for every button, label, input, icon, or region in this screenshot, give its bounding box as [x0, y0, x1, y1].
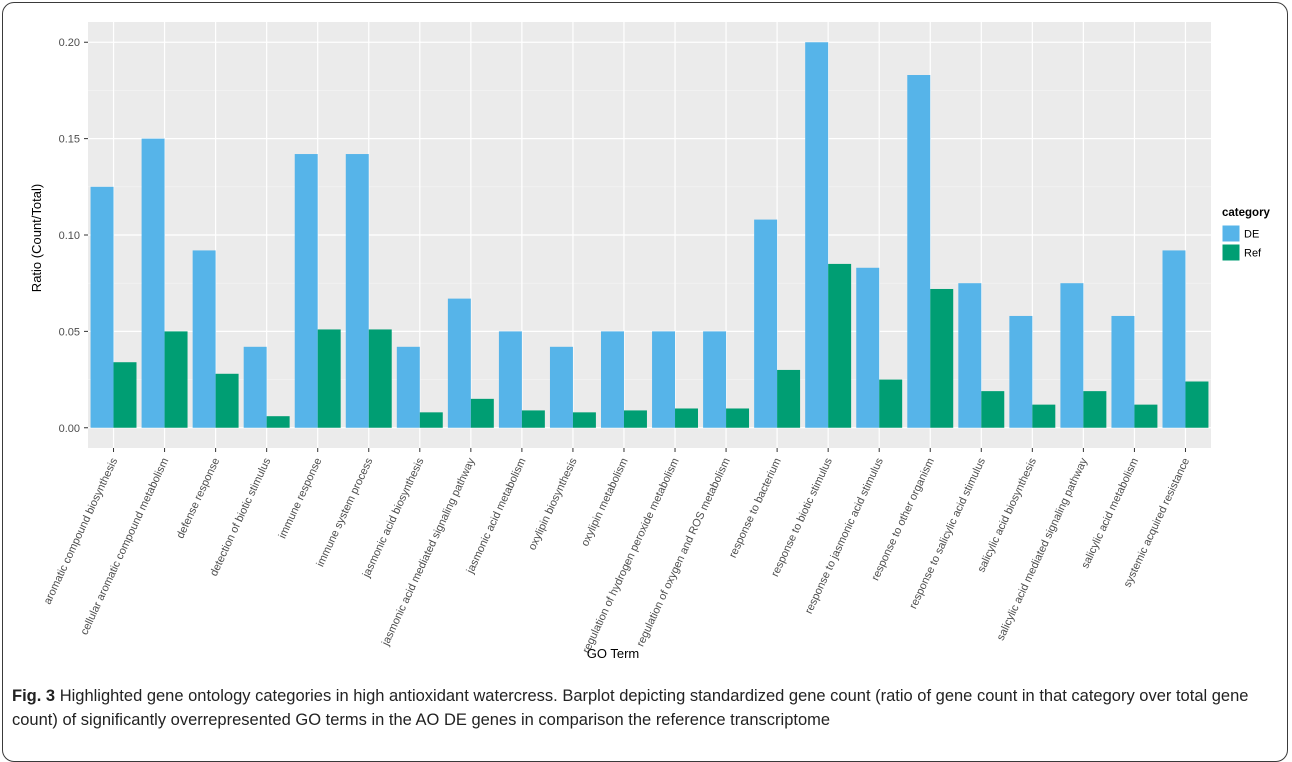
y-tick-label: 0.10 — [59, 230, 80, 242]
x-tick-label: defense response — [174, 456, 222, 540]
bar-de — [294, 154, 318, 428]
x-tick-label: oxylipin biosynthesis — [526, 456, 579, 552]
legend-swatch-ref — [1221, 243, 1241, 262]
x-tick-label: oxylipin metabolism — [579, 456, 630, 548]
legend-title: category — [1222, 207, 1271, 219]
x-tick-label: response to biotic stimulus — [769, 456, 835, 579]
legend-label-de: DE — [1244, 229, 1259, 241]
bar-de — [141, 138, 165, 428]
x-tick-label: immune response — [277, 456, 325, 540]
bar-de — [703, 331, 727, 428]
bar-ref — [828, 263, 852, 428]
bar-ref — [1134, 404, 1158, 428]
bar-chart: 0.00 0.05 0.10 0.15 0.20 aromatic compound b… — [29, 22, 1271, 661]
legend: category DE Ref — [1221, 207, 1271, 262]
bar-ref — [470, 398, 494, 428]
bar-de — [1060, 283, 1084, 428]
y-tick-label: 0.00 — [59, 423, 80, 435]
bar-ref — [164, 331, 188, 428]
bar-ref — [623, 410, 647, 428]
bar-ref — [317, 329, 341, 428]
caption-label: Fig. 3 — [12, 687, 56, 705]
y-tick-label: 0.20 — [59, 37, 80, 49]
x-tick-label: jasmonic acid metabolism — [464, 456, 529, 576]
bar-de — [1009, 315, 1033, 428]
x-tick-label: regulation of oxygen and ROS metabolism — [635, 456, 733, 648]
x-tick-label: immune system process — [314, 456, 375, 569]
bar-ref — [419, 412, 443, 428]
bar-ref — [1185, 381, 1209, 428]
bar-de — [1111, 315, 1135, 428]
bars — [90, 42, 1209, 428]
bar-ref — [930, 288, 954, 428]
bar-de — [498, 331, 522, 428]
x-tick-label: cellular aromatic compound metabolism — [79, 456, 172, 637]
bar-de — [345, 154, 369, 428]
bar-de — [396, 346, 420, 428]
bar-de — [601, 331, 624, 428]
bar-ref — [1032, 404, 1056, 428]
bar-ref — [368, 329, 392, 428]
bar-ref — [215, 373, 239, 428]
x-tick-label: jasmonic acid mediated signaling pathway — [379, 456, 477, 649]
y-axis-title: Ratio (Count/Total) — [29, 184, 44, 292]
bar-de — [192, 250, 216, 428]
x-tick-label: salicylic acid metabolism — [1079, 456, 1141, 570]
bar-de — [447, 298, 471, 428]
bar-ref — [521, 410, 545, 428]
bar-ref — [1083, 391, 1107, 428]
legend-label-ref: Ref — [1244, 248, 1262, 260]
y-axis: 0.00 0.05 0.10 0.15 0.20 — [59, 37, 88, 435]
bar-de — [652, 331, 676, 428]
bar-de — [549, 346, 573, 428]
bar-de — [90, 186, 114, 428]
bar-ref — [266, 416, 290, 428]
bar-de — [754, 219, 778, 428]
bar-de — [907, 75, 931, 428]
bar-ref — [726, 408, 750, 428]
bar-de — [1162, 250, 1186, 428]
bar-ref — [981, 391, 1005, 428]
x-tick-label: salicylic acid biosynthesis — [975, 456, 1039, 575]
bar-ref — [777, 369, 801, 428]
y-tick-label: 0.15 — [59, 134, 80, 146]
x-tick-label: response to bacterium — [727, 456, 784, 560]
x-tick-label: regulation of hydrogen peroxide metaboli… — [580, 456, 681, 655]
x-tick-label: salicylic acid mediated signaling pathwa… — [995, 456, 1091, 643]
bar-ref — [572, 412, 596, 428]
x-tick-label: detection of biotic stimulus — [208, 456, 274, 578]
x-axis-title: GO Term — [587, 646, 640, 661]
legend-swatch-de — [1221, 224, 1241, 243]
bar-ref — [879, 379, 903, 428]
bar-de — [805, 42, 829, 428]
bar-de — [856, 267, 880, 428]
bar-ref — [113, 362, 137, 428]
caption-text: Highlighted gene ontology categories in … — [12, 687, 1249, 729]
bar-de — [958, 283, 982, 428]
bar-ref — [675, 408, 698, 428]
y-tick-label: 0.05 — [59, 326, 80, 338]
bar-de — [243, 346, 267, 428]
figure-caption: Fig. 3 Highlighted gene ontology categor… — [12, 685, 1282, 732]
